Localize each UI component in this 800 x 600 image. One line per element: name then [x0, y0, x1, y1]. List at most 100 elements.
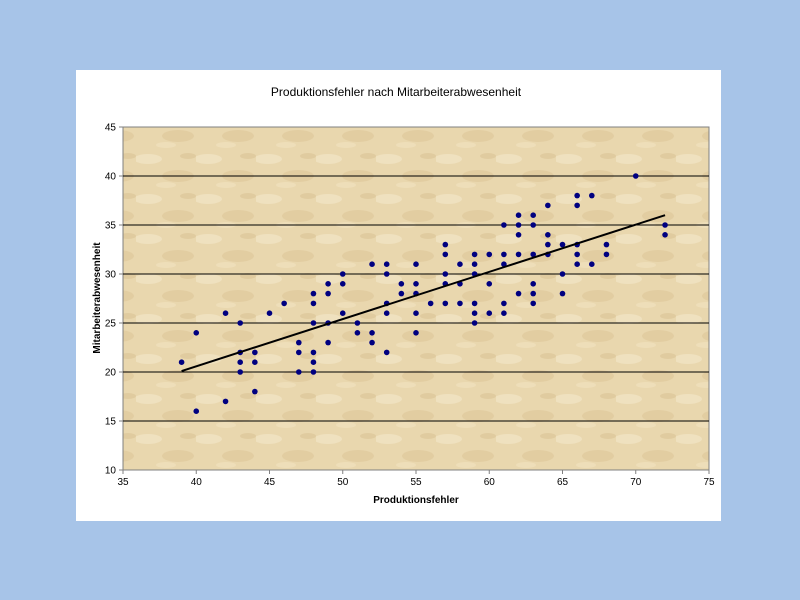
data-point: [296, 339, 302, 346]
x-tick-label-35: 35: [117, 477, 129, 488]
data-point: [413, 261, 419, 267]
data-point: [252, 388, 258, 395]
data-point: [193, 330, 200, 336]
data-point: [530, 281, 536, 287]
data-point: [222, 310, 229, 316]
data-point: [325, 339, 331, 346]
x-axis-title: Produktionsfehler: [373, 495, 459, 506]
data-point: [442, 300, 449, 307]
data-point: [589, 261, 595, 267]
data-point: [398, 290, 405, 297]
data-point: [471, 310, 478, 316]
data-point: [252, 349, 258, 356]
chart-panel: Produktionsfehler nach Mitarbeiterabwese…: [76, 70, 721, 521]
trendline: [181, 214, 666, 372]
data-point: [471, 320, 478, 326]
data-point: [603, 241, 610, 248]
scatter-chart: Produktionsfehler nach Mitarbeiterabwese…: [92, 85, 715, 506]
data-point: [325, 290, 331, 297]
y-tick-label-10: 10: [105, 466, 117, 477]
data-point: [427, 300, 434, 307]
data-point: [383, 349, 390, 356]
data-point: [559, 290, 566, 297]
data-point: [515, 222, 522, 228]
data-point: [413, 281, 419, 287]
data-point: [237, 359, 243, 366]
data-point: [457, 261, 463, 267]
gridlines: [123, 175, 709, 422]
data-point: [501, 300, 507, 307]
data-point: [369, 261, 375, 267]
data-point: [632, 173, 639, 179]
data-point: [515, 232, 522, 238]
data-point: [310, 300, 317, 307]
data-point: [310, 359, 317, 366]
data-point: [383, 310, 390, 316]
data-point: [310, 369, 317, 375]
data-point: [310, 320, 317, 326]
data-point: [339, 281, 346, 287]
data-point: [559, 271, 566, 277]
data-point: [574, 192, 580, 199]
x-tick-label-45: 45: [264, 477, 276, 488]
x-axis: 35 40 45 50 55 60 65 70 75: [117, 470, 715, 488]
x-tick-label-40: 40: [191, 477, 203, 488]
data-point: [486, 281, 493, 287]
y-tick-label-20: 20: [105, 368, 117, 379]
data-point: [471, 261, 478, 267]
data-point: [310, 349, 317, 356]
x-tick-label-65: 65: [557, 477, 569, 488]
data-point: [296, 349, 302, 356]
data-point: [178, 359, 185, 366]
plot-area: [122, 126, 710, 471]
data-point: [574, 251, 580, 258]
data-point: [296, 369, 302, 375]
x-tick-label-70: 70: [630, 477, 642, 488]
data-point: [237, 369, 243, 375]
data-point: [471, 251, 478, 258]
data-point: [530, 212, 536, 218]
data-point: [339, 271, 346, 277]
data-point: [413, 330, 419, 336]
data-point: [515, 251, 522, 258]
data-point: [457, 300, 463, 307]
y-tick-label-45: 45: [105, 123, 117, 134]
data-point: [471, 300, 478, 307]
data-point: [501, 251, 507, 258]
data-point: [252, 359, 258, 366]
data-point: [574, 261, 580, 267]
data-point: [237, 320, 243, 326]
data-point: [383, 261, 390, 267]
data-point: [662, 232, 668, 238]
y-axis-title: Mitarbeiterabwesenheit: [92, 242, 103, 354]
data-point: [662, 222, 668, 228]
data-point: [603, 251, 610, 258]
y-tick-label-40: 40: [105, 172, 117, 183]
data-point: [281, 300, 287, 307]
data-point: [530, 290, 536, 297]
data-point: [442, 241, 449, 248]
data-point: [413, 310, 419, 316]
y-axis: 10 15 20 25 30 35 40 45: [105, 123, 123, 477]
data-point: [545, 241, 551, 248]
data-point: [530, 251, 536, 258]
data-point: [515, 290, 522, 297]
data-point: [325, 281, 331, 287]
x-tick-label-55: 55: [410, 477, 422, 488]
data-points: [178, 173, 668, 415]
data-point: [559, 241, 566, 248]
data-point: [354, 320, 361, 326]
y-tick-label-35: 35: [105, 221, 117, 232]
data-point: [530, 222, 536, 228]
data-point: [369, 339, 375, 346]
data-point: [442, 271, 449, 277]
data-point: [222, 398, 229, 405]
y-tick-label-30: 30: [105, 270, 117, 281]
data-point: [589, 192, 595, 199]
data-point: [398, 281, 405, 287]
chart-title: Produktionsfehler nach Mitarbeiterabwese…: [271, 85, 522, 99]
data-point: [501, 261, 507, 267]
data-point: [545, 202, 551, 209]
data-point: [339, 310, 346, 316]
x-tick-label-60: 60: [484, 477, 496, 488]
